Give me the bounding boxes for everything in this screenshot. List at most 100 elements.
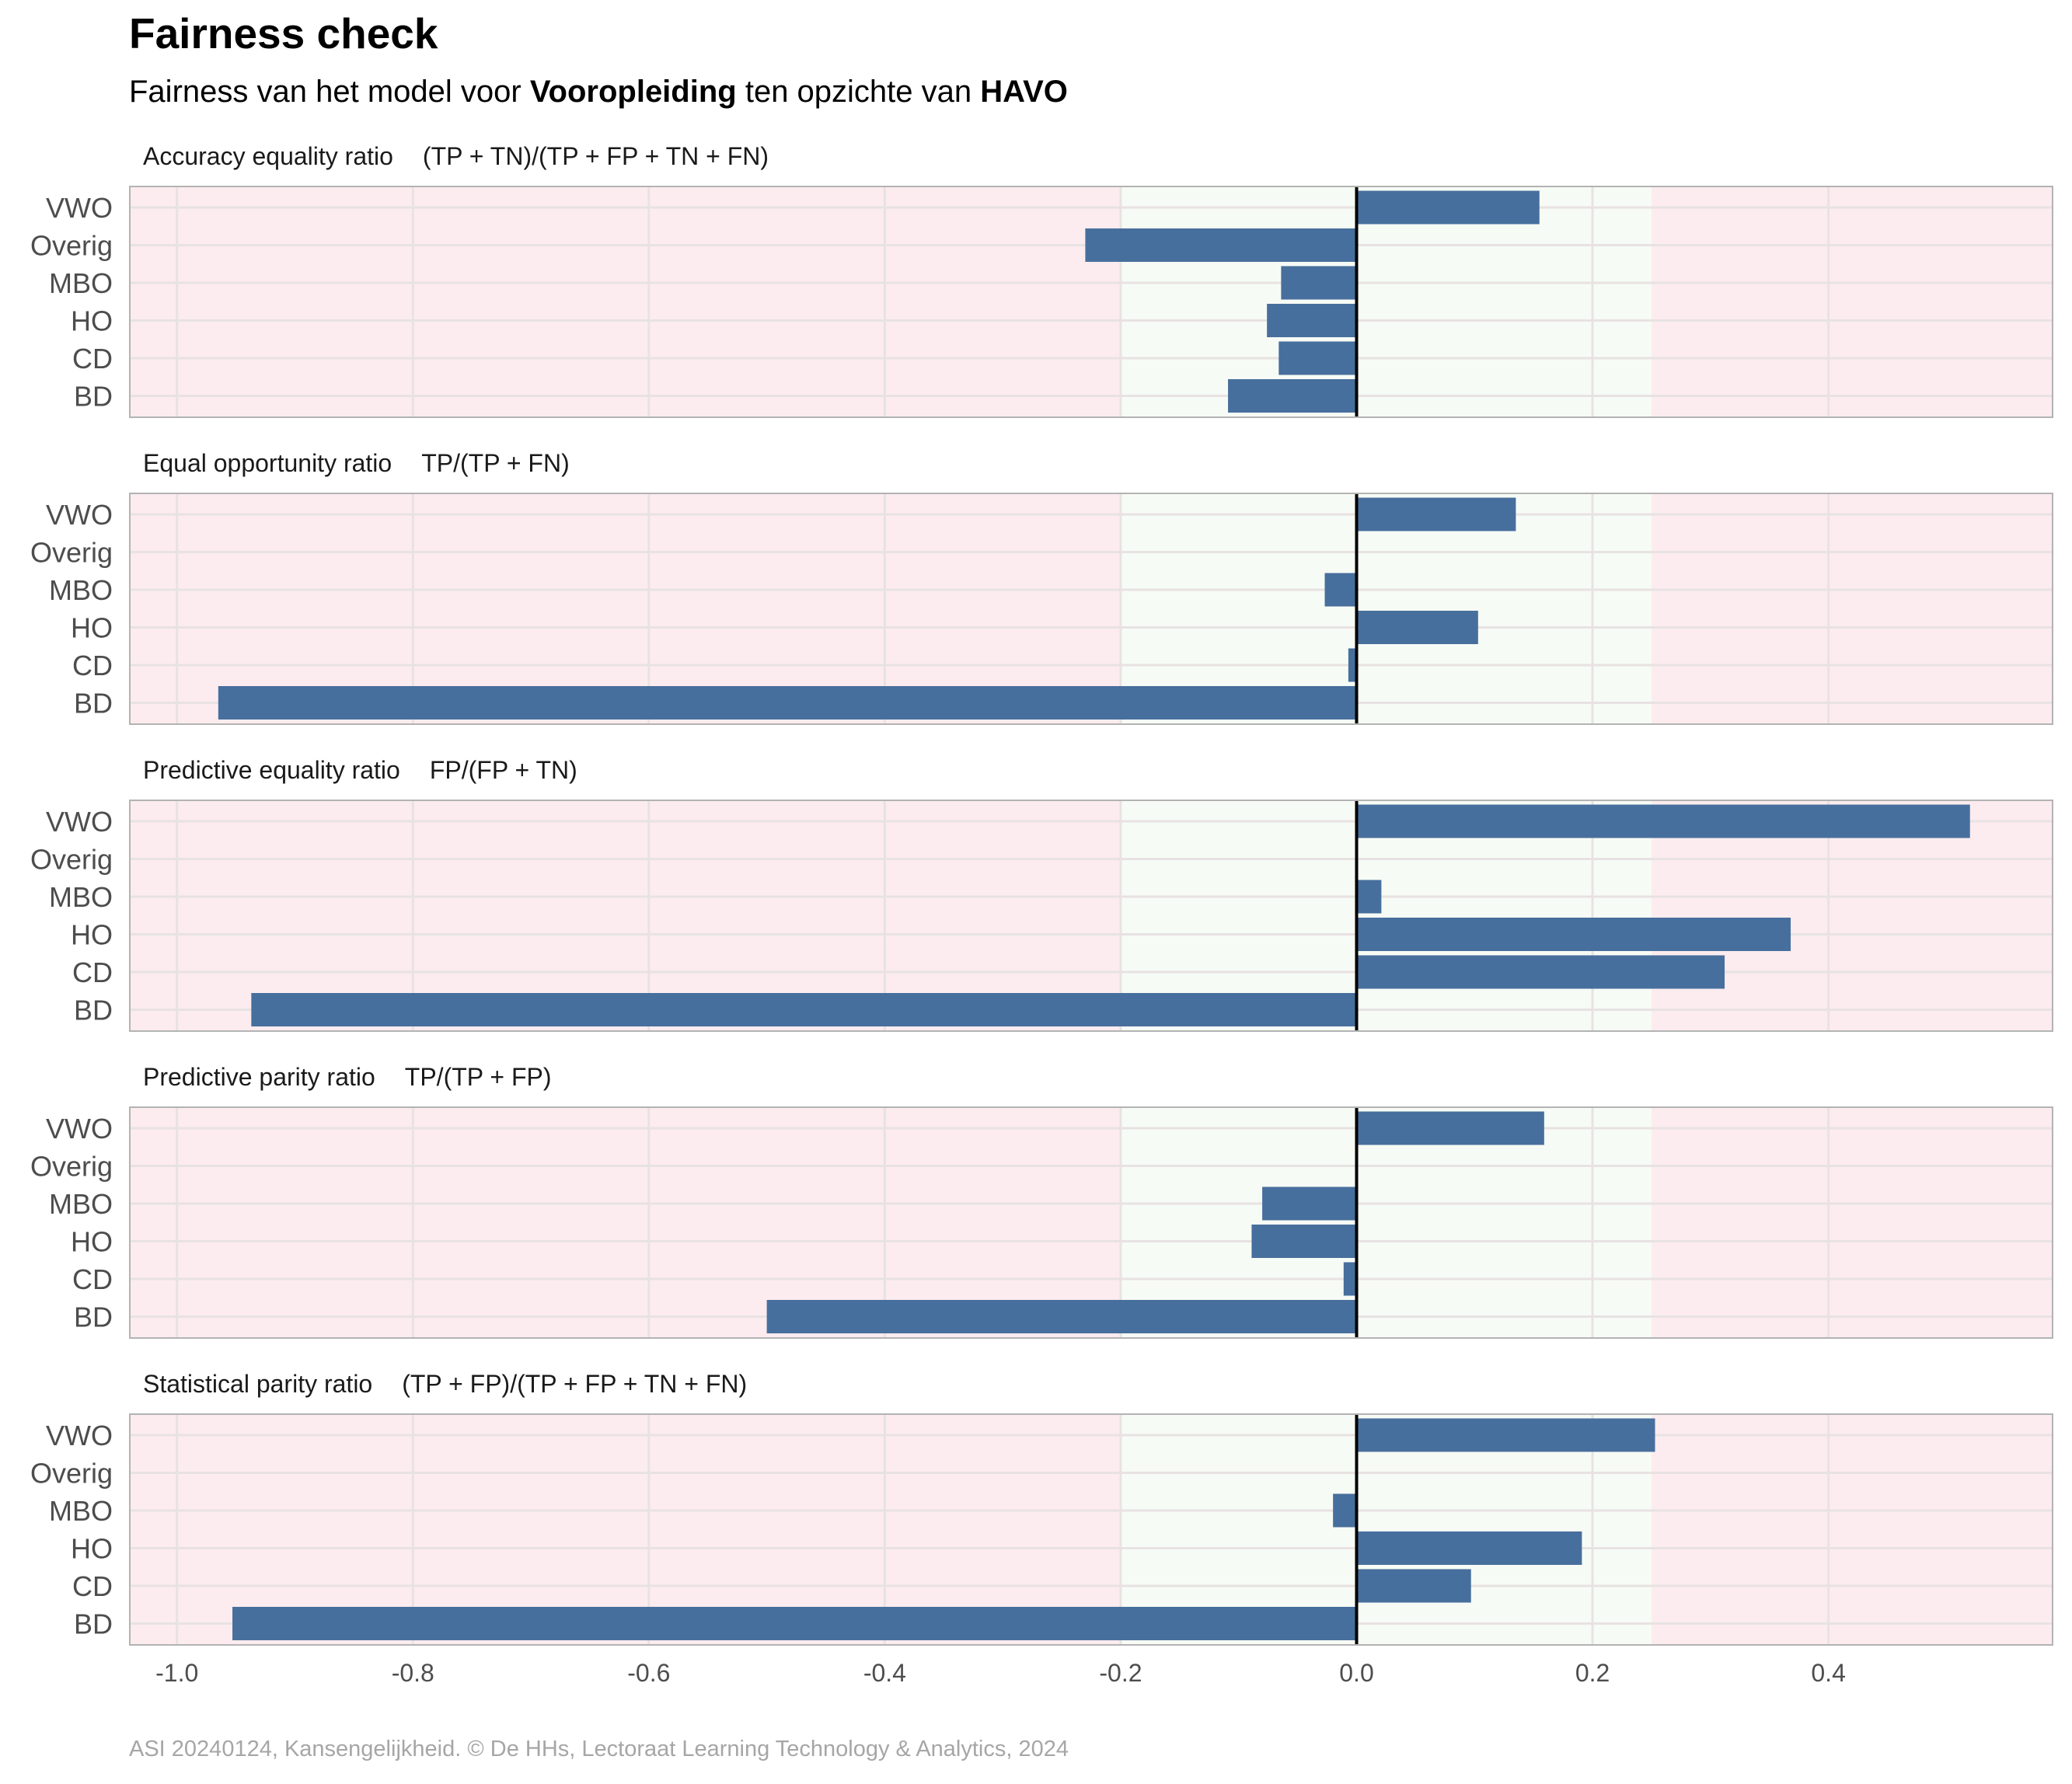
facet-metric: Statistical parity ratio [143,1370,372,1398]
facet-title: Statistical parity ratio (TP + FP)/(TP + … [143,1370,747,1398]
category-label: CD [72,1570,113,1602]
facet-title: Equal opportunity ratio TP/(TP + FN) [143,449,570,477]
x-tick-label: -0.4 [863,1659,906,1687]
bar [1356,1418,1655,1452]
bar [1356,497,1516,531]
bar [1085,228,1357,262]
panel-border [129,1106,2053,1339]
panel-border [129,800,2053,1032]
bar [1343,1262,1357,1296]
category-label: HO [71,1226,113,1258]
bar [1356,190,1540,225]
x-tick-label: -1.0 [155,1659,198,1687]
bar [1356,1569,1471,1603]
category-label: BD [74,1301,113,1333]
bar [1356,880,1382,914]
category-label: Overig [30,844,113,876]
panel-border [129,186,2053,418]
unfair-band-right [1651,1414,2053,1645]
fair-band [1120,1414,1652,1645]
facet-formula: (TP + FP)/(TP + FP + TN + FN) [402,1370,747,1398]
facet-panel: Statistical parity ratio (TP + FP)/(TP + … [30,1370,2053,1646]
x-tick-label: 0.2 [1575,1659,1610,1687]
bar [1262,1186,1357,1221]
unfair-band-right [1651,493,2053,724]
unfair-band-left [130,493,1121,724]
bar [218,686,1357,720]
subtitle-part: Vooropleiding [530,75,737,109]
bar [1251,1225,1357,1258]
bar [232,1607,1357,1640]
category-label: VWO [46,1420,113,1451]
category-label: BD [74,381,113,413]
subtitle-part: Fairness van het model voor [129,75,530,109]
category-label: BD [74,1608,113,1640]
unfair-band-left [130,1414,1121,1645]
category-label: VWO [46,1113,113,1145]
facet-metric: Predictive equality ratio [143,756,400,784]
facet-metric: Equal opportunity ratio [143,449,392,477]
bar [1324,573,1357,607]
facet-title: Predictive equality ratio FP/(FP + TN) [143,756,577,784]
facet-title: Accuracy equality ratio (TP + TN)/(TP + F… [143,142,769,170]
category-label: Overig [30,1151,113,1183]
facet-metric: Accuracy equality ratio [143,142,393,170]
chart-title: Fairness check [129,9,438,57]
category-label: MBO [49,1495,113,1527]
facet-formula: TP/(TP + FP) [405,1063,552,1091]
x-tick-label: -0.2 [1099,1659,1142,1687]
category-label: CD [72,343,113,375]
facet-panel: Predictive equality ratio FP/(FP + TN) VWO… [30,756,2053,1032]
bar [1348,648,1357,682]
facet-formula: TP/(TP + FN) [421,449,570,477]
category-label: VWO [46,192,113,224]
bar [766,1300,1357,1333]
category-label: MBO [49,881,113,913]
bar [1356,955,1725,989]
unfair-band-left [130,800,1121,1031]
panel-border [129,1413,2053,1646]
panel-border [129,493,2053,725]
bar [1278,341,1357,375]
category-label: Overig [30,230,113,262]
category-label: MBO [49,267,113,299]
unfair-band-left [130,186,1121,417]
category-label: HO [71,612,113,644]
category-label: Overig [30,1458,113,1490]
chart-caption: ASI 20240124, Kansengelijkheid. © De HHs… [129,1737,1069,1761]
bar [1281,266,1357,300]
category-label: CD [72,650,113,681]
fair-band [1120,493,1652,724]
category-label: MBO [49,1188,113,1220]
category-label: BD [74,688,113,720]
x-tick-label: -0.6 [627,1659,670,1687]
category-label: VWO [46,499,113,531]
x-tick-label: 0.0 [1339,1659,1373,1687]
x-tick-label: 0.4 [1811,1659,1845,1687]
bar [1333,1493,1357,1528]
unfair-band-right [1651,800,2053,1031]
facet-panel: Predictive parity ratio TP/(TP + FP) VWO Ov… [30,1063,2053,1339]
category-label: Overig [30,537,113,569]
bar [1356,1531,1582,1565]
chart-subtitle: Fairness van het model voor Vooropleidin… [129,75,1068,109]
category-label: CD [72,956,113,988]
bar [1356,918,1791,951]
category-label: MBO [49,574,113,606]
facet-formula: (TP + TN)/(TP + FP + TN + FN) [423,142,769,170]
bar [1356,1111,1544,1145]
fair-band [1120,800,1652,1031]
panels: Accuracy equality ratio (TP + TN)/(TP + F… [30,142,2053,1646]
x-axis: -1.0 -0.8 -0.6 -0.4 -0.2 0.0 0.2 0.4 [155,1659,1846,1687]
category-label: HO [71,305,113,337]
category-label: HO [71,1533,113,1565]
unfair-band-right [1651,186,2053,417]
facet-formula: FP/(FP + TN) [430,756,577,784]
facet-panel: Accuracy equality ratio (TP + TN)/(TP + F… [30,142,2053,418]
unfair-band-left [130,1107,1121,1338]
fair-band [1120,1107,1652,1338]
subtitle-part: HAVO [980,75,1068,109]
bar [1228,379,1357,413]
